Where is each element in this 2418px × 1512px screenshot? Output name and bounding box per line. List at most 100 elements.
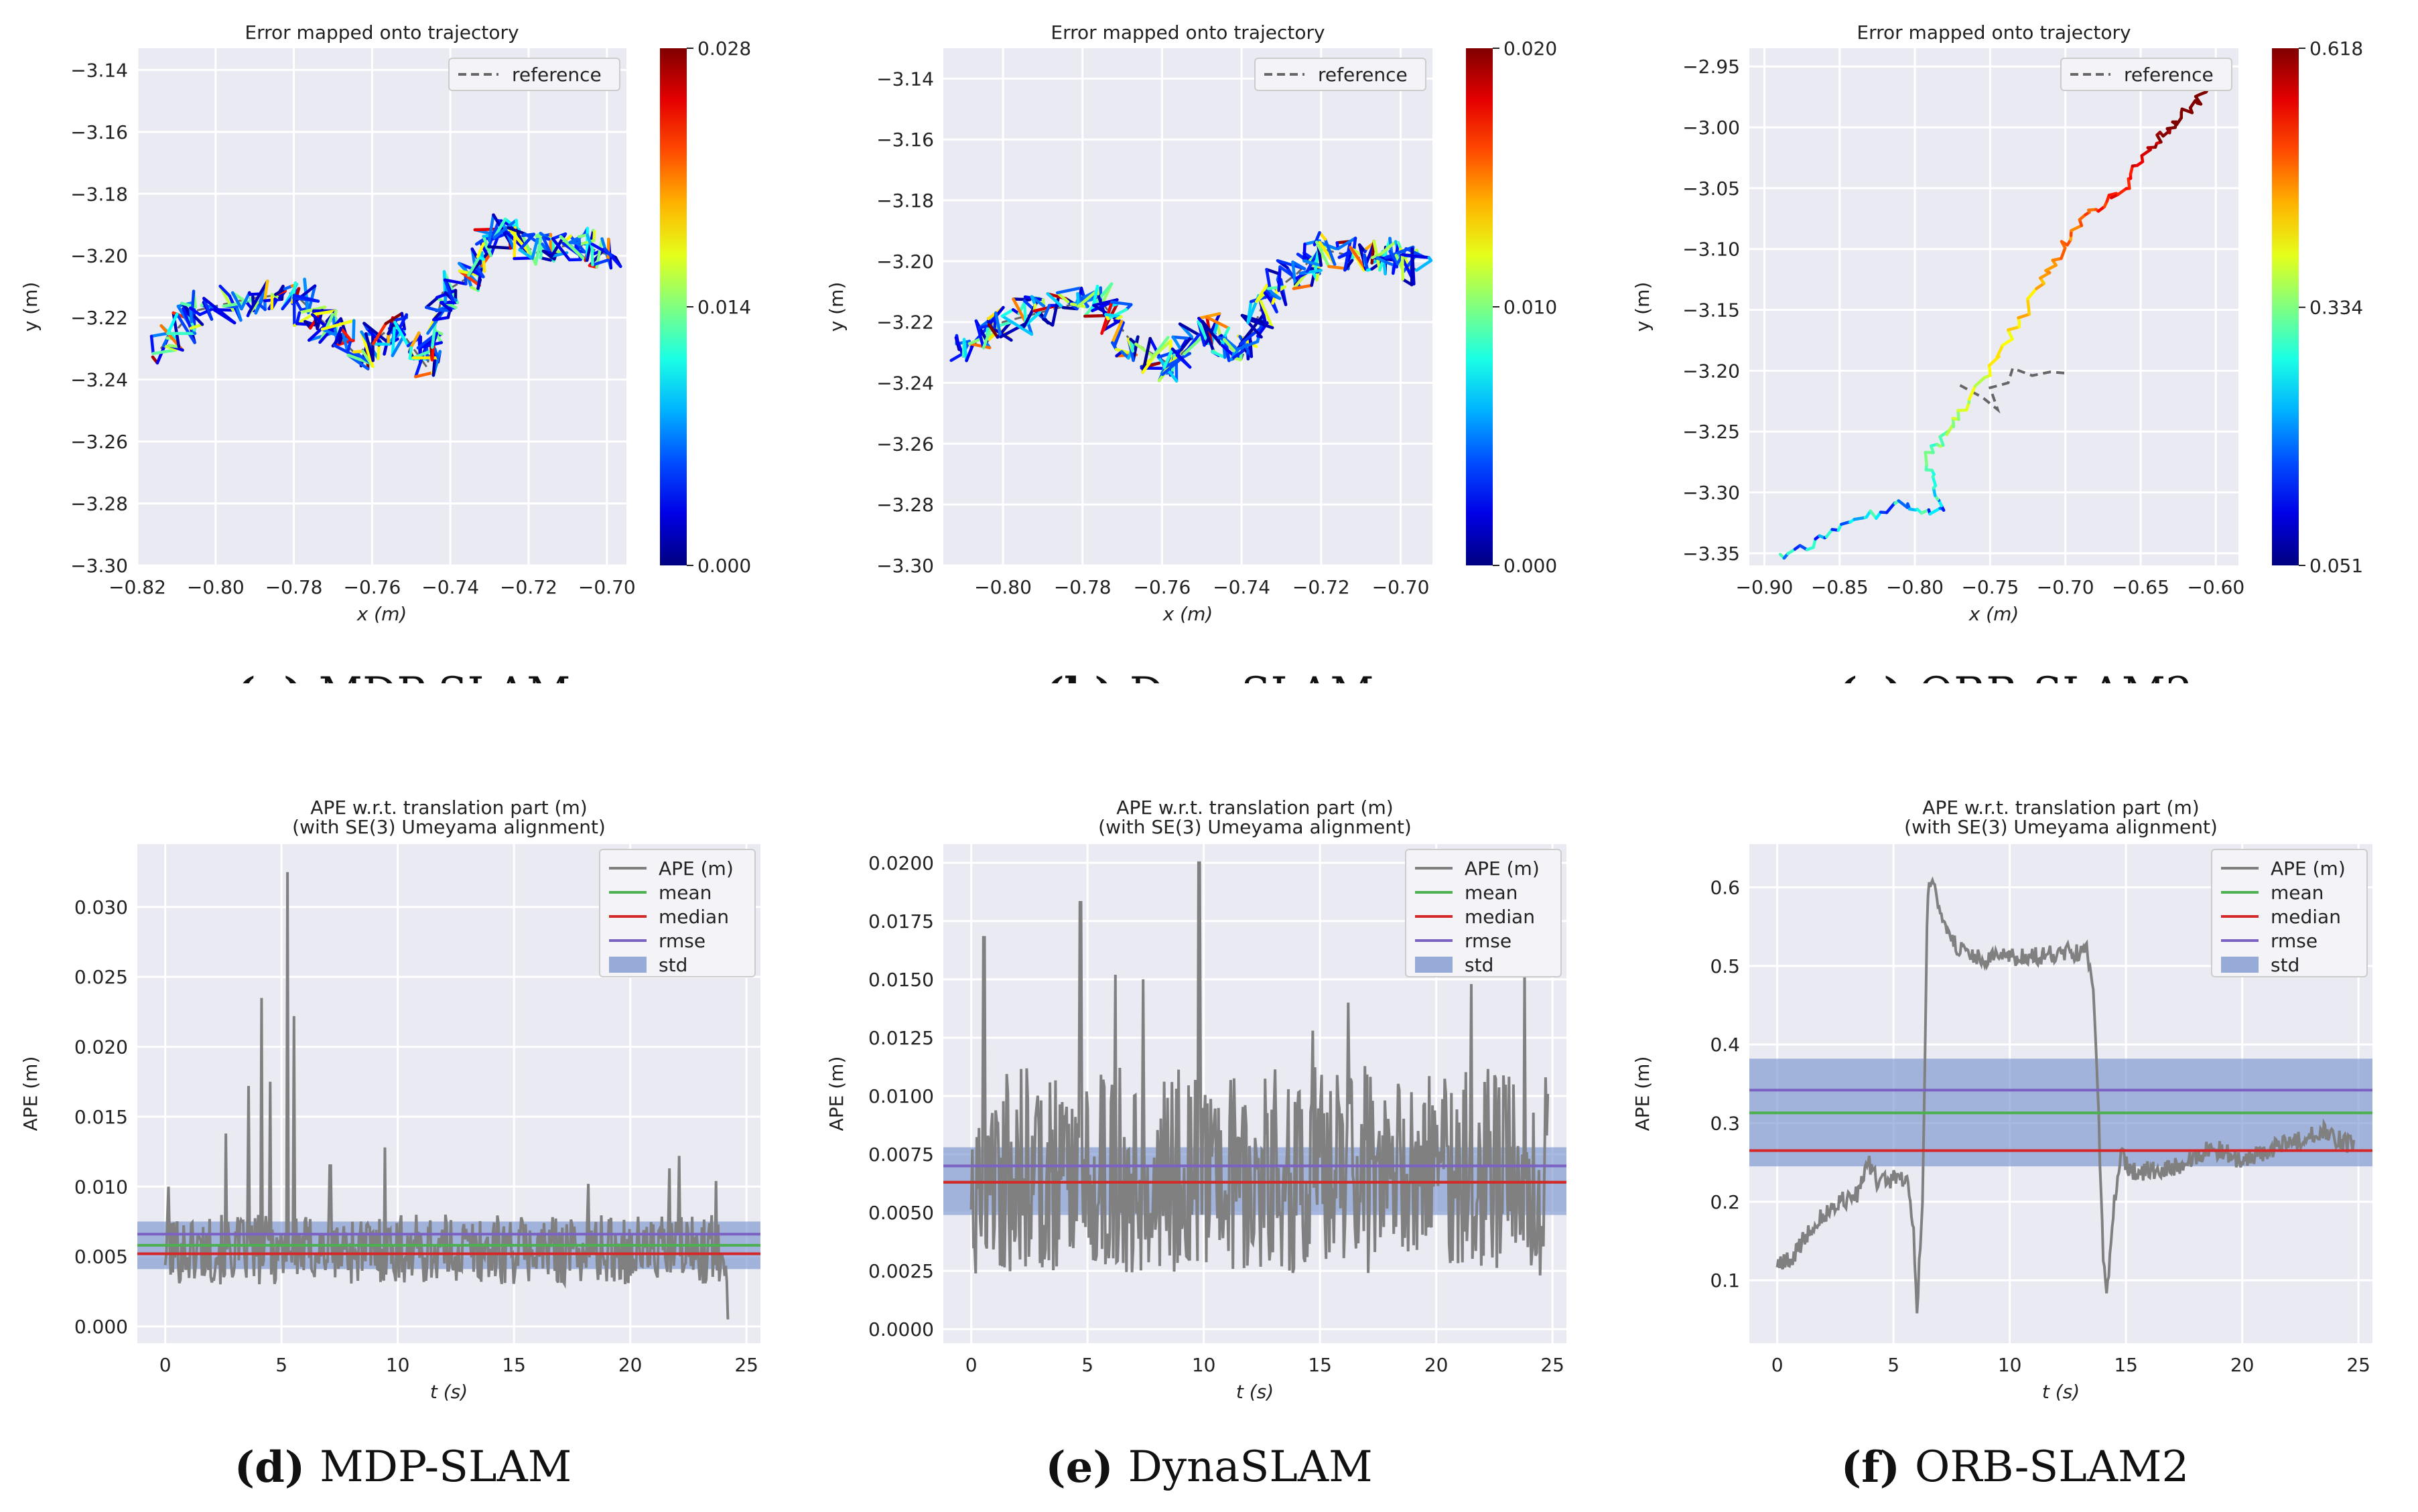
trajectory-segment xyxy=(1134,342,1156,359)
trajectory-segment xyxy=(1175,354,1192,369)
trajectory-segment xyxy=(541,249,556,261)
trajectory-segment xyxy=(2026,297,2031,316)
trajectory-segment xyxy=(458,261,482,274)
y-tick-label: 0.0025 xyxy=(868,1260,934,1282)
colorbar xyxy=(660,48,687,565)
trajectory-segment xyxy=(492,218,518,239)
caption-label: (f) xyxy=(1840,1442,1900,1493)
legend-label-rmse: rmse xyxy=(1465,930,1512,952)
trajectory-segment xyxy=(2194,94,2203,106)
x-tick-label: −0.72 xyxy=(500,576,557,598)
trajectory-segment xyxy=(425,305,439,312)
trajectory-segment xyxy=(559,234,588,263)
legend-box xyxy=(599,849,756,977)
trajectory-segment xyxy=(1400,253,1404,281)
y-tick-label: 0.005 xyxy=(74,1246,128,1268)
x-axis-label: t (s) xyxy=(1236,1381,1274,1403)
y-tick-label: −3.26 xyxy=(876,433,934,455)
caption-c: (c) ORB-SLAM2 xyxy=(1612,653,2418,684)
x-tick-label: 20 xyxy=(618,1354,643,1376)
trajectory-segment xyxy=(2035,281,2045,291)
trajectory-segment xyxy=(1277,265,1282,292)
chart-trajectory-orb-slam2: −0.90 −0.85 −0.80 −0.75 −0.70 −0.65 −0.60 −2.95… xyxy=(1631,21,2363,625)
caption-label: (e) xyxy=(1045,1442,1114,1493)
x-tick-label: −0.75 xyxy=(1961,576,2019,598)
legend-box xyxy=(448,58,620,91)
x-tick-label: −0.80 xyxy=(187,576,245,598)
caption-a: (a) MDP-SLAM xyxy=(0,653,806,684)
trajectory-segment xyxy=(2017,312,2031,320)
trajectory-segment xyxy=(541,236,552,255)
trajectory-segment xyxy=(281,287,301,311)
trajectory-segment xyxy=(974,319,986,350)
trajectory-segment xyxy=(2140,148,2152,157)
legend-box xyxy=(2211,849,2368,977)
trajectory-segment xyxy=(987,323,1000,339)
trajectory-segment xyxy=(1219,334,1237,349)
x-tick-label: −0.82 xyxy=(109,576,166,598)
trajectory-segment xyxy=(487,219,500,249)
trajectory-segment xyxy=(1162,347,1174,369)
trajectory-segment xyxy=(1336,236,1357,251)
trajectory-segment xyxy=(590,243,594,267)
colorbar-tick-label: 0.010 xyxy=(1503,296,1557,318)
y-tick-label: −3.22 xyxy=(876,312,934,334)
trajectory-segment xyxy=(303,277,310,315)
trajectory-segment xyxy=(962,338,968,362)
y-axis-label: APE (m) xyxy=(825,1056,848,1131)
trajectory-segment xyxy=(1076,292,1089,308)
x-tick-label: 25 xyxy=(734,1354,758,1376)
trajectory-segment xyxy=(458,269,481,287)
reference-trajectory xyxy=(1959,366,2066,414)
x-tick-label: 5 xyxy=(1081,1354,1093,1376)
x-axis-label: x (m) xyxy=(1968,603,2019,625)
x-tick-label: −0.80 xyxy=(974,576,1032,598)
trajectory-segment xyxy=(2060,246,2067,261)
trajectory-segment xyxy=(1967,385,1977,401)
trajectory-segment xyxy=(1179,335,1193,352)
x-tick-label: −0.78 xyxy=(1054,576,1112,598)
trajectory-segment xyxy=(534,234,543,266)
trajectory-segment xyxy=(1291,260,1306,271)
trajectory-segment xyxy=(2007,325,2021,332)
panel-trajectory-dynaslam: −0.80 −0.78 −0.76 −0.74 −0.72 −0.70 −3.14 −3.16… xyxy=(806,0,1612,683)
caption-method: ORB-SLAM2 xyxy=(1919,669,2193,683)
trajectory-segment xyxy=(1349,246,1367,271)
y-tick-label: −3.30 xyxy=(1682,482,1740,504)
trajectory-segment xyxy=(967,342,992,350)
trajectory-segment xyxy=(1291,260,1297,287)
trajectory-segment xyxy=(254,288,267,315)
trajectory-segment xyxy=(1238,321,1270,346)
colorbar-tick-label: 0.028 xyxy=(697,38,751,60)
trajectory-segment xyxy=(443,278,455,302)
legend-label-std: std xyxy=(659,954,687,976)
trajectory-segment xyxy=(1931,475,1938,488)
y-tick-label: −3.05 xyxy=(1682,178,1740,200)
legend-label-mean: mean xyxy=(1465,882,1518,904)
legend-swatch-std xyxy=(609,957,647,973)
trajectory-segment xyxy=(188,306,194,324)
trajectory-segment xyxy=(531,235,540,260)
trajectory-segment xyxy=(333,326,343,347)
trajectory-segment xyxy=(1400,253,1430,259)
trajectory-segment xyxy=(1380,240,1398,255)
y-tick-label: −3.16 xyxy=(876,129,934,151)
y-tick-label: 0.1 xyxy=(1710,1269,1740,1292)
trajectory-segment xyxy=(414,371,434,379)
caption-label: (d) xyxy=(234,1442,306,1493)
colorbar-tick-label: 0.020 xyxy=(1503,38,1557,60)
legend-box xyxy=(2060,58,2232,91)
caption-label: (a) xyxy=(235,669,304,684)
y-tick-label: 0.0000 xyxy=(868,1318,934,1341)
trajectory-segment xyxy=(408,346,413,360)
legend-label-ape: APE (m) xyxy=(659,857,734,880)
x-tick-label: 5 xyxy=(1887,1354,1899,1376)
trajectory-segment xyxy=(320,319,356,331)
trajectory-segment xyxy=(967,331,998,346)
y-tick-label: −3.25 xyxy=(1682,421,1740,443)
x-tick-label: 0 xyxy=(1771,1354,1784,1376)
trajectory-segment xyxy=(1415,259,1433,272)
legend-label-rmse: rmse xyxy=(659,930,706,952)
trajectory-segment xyxy=(218,284,231,297)
